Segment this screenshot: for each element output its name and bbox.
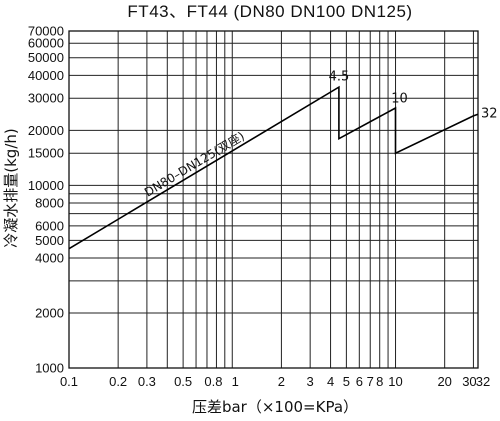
x-tick-label: 0.1 [60, 374, 78, 389]
x-tick-label: 5 [343, 374, 350, 389]
x-tick-label: 20 [437, 374, 451, 389]
y-tick-label: 60000 [28, 36, 64, 51]
y-tick-label: 70000 [28, 24, 64, 39]
y-tick-label: 15000 [28, 146, 64, 161]
x-tick-label: 3 [307, 374, 314, 389]
x-tick-label: 7 [367, 374, 374, 389]
plot-frame [68, 30, 479, 369]
x-tick-label: 8 [376, 374, 383, 389]
chart-title: FT43、FT44 (DN80 DN100 DN125) [127, 2, 412, 21]
y-tick-label: 50000 [28, 50, 64, 65]
x-tick-label: 0.5 [174, 374, 192, 389]
x-axis-label: 压差bar（×100=KPa） [192, 398, 358, 416]
x-tick-label: 32 [476, 374, 490, 389]
x-tick-labels: 0.1 0.2 0.3 0.5 0.8 1 2 3 4 5 6 7 8 10 20 30 32 [60, 374, 490, 389]
y-tick-label: 4000 [35, 251, 64, 266]
curve-label: DN80–DN125(双座) [141, 128, 247, 199]
y-tick-label: 2000 [35, 306, 64, 321]
x-tick-label: 4 [327, 374, 334, 389]
annotations: 4.5 10 32 [329, 70, 498, 122]
annotation-label: 32 [481, 106, 498, 121]
series-line [68, 85, 479, 250]
y-tick-label: 40000 [28, 68, 64, 83]
x-tick-label: 30 [462, 374, 476, 389]
y-tick-label: 6000 [35, 218, 64, 233]
y-tick-label: 5000 [35, 233, 64, 248]
y-tick-label: 10000 [28, 178, 64, 193]
y-tick-label: 1000 [35, 361, 64, 376]
x-tick-label: 6 [356, 374, 363, 389]
x-tick-label: 1 [232, 374, 239, 389]
x-tick-label: 0.2 [109, 374, 127, 389]
y-tick-label: 8000 [35, 196, 64, 211]
x-tick-label: 0.8 [204, 374, 222, 389]
y-tick-label: 20000 [28, 123, 64, 138]
y-axis-label: 冷凝水排量(kg/h) [2, 128, 20, 247]
x-tick-label: 0.3 [138, 374, 156, 389]
y-tick-label: 30000 [28, 91, 64, 106]
x-tick-label: 10 [388, 374, 402, 389]
grid [68, 30, 479, 369]
series [68, 85, 479, 250]
x-tick-label: 2 [278, 374, 285, 389]
annotation-label: 10 [391, 91, 408, 106]
annotation-label: 4.5 [329, 70, 350, 85]
